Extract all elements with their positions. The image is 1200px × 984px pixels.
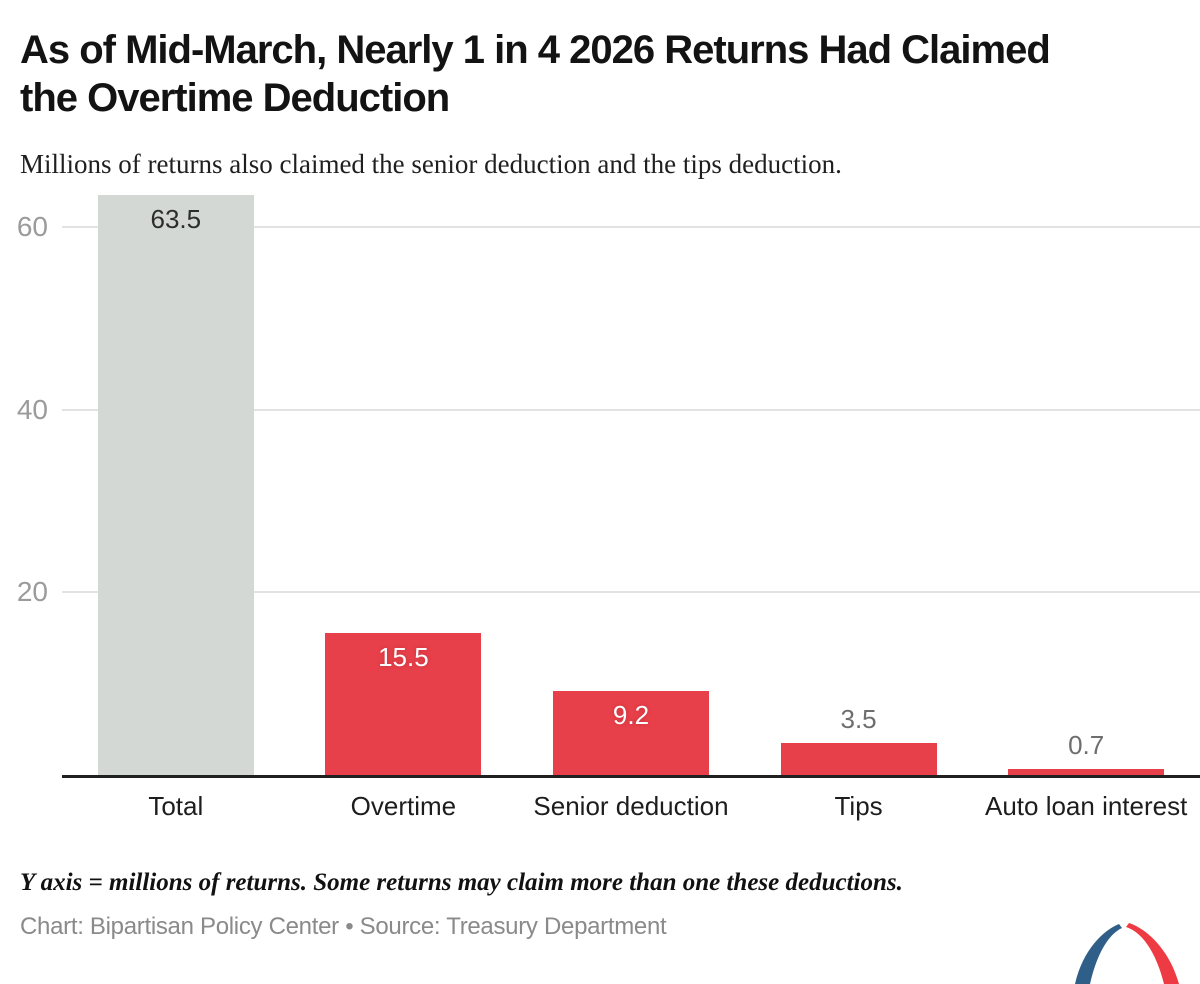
plot-area: 20 40 60 63.5 15.5 9.2 3.5 0.7: [17, 194, 1200, 778]
bar-chart: 20 40 60 63.5 15.5 9.2 3.5 0.7 Total Overtime Se…: [0, 194, 1200, 822]
x-axis-category-label: Senior deduction: [533, 791, 729, 821]
bar-slot: 9.2: [517, 197, 745, 775]
logo-left-arch: [1075, 924, 1122, 984]
bar-slot: 63.5: [62, 194, 290, 775]
gridline: 40: [17, 394, 1200, 425]
bipartisan-policy-center-logo-icon: [1075, 923, 1179, 984]
bar-auto-loan-interest: 0.7: [1008, 730, 1165, 775]
chart-title: As of Mid-March, Nearly 1 in 4 2026 Retu…: [20, 28, 1051, 120]
category-labels: Total Overtime Senior deduction Tips Auto lo…: [62, 778, 1200, 822]
y-axis-tick-label: 60: [16, 210, 48, 242]
bar-value-label: 3.5: [840, 704, 877, 735]
chart-page: As of Mid-March, Nearly 1 in 4 2026 Retu…: [0, 26, 1200, 984]
bar-senior-deduction: 9.2: [552, 690, 709, 775]
x-axis-category-label: Tips: [834, 791, 883, 821]
gridline: 60: [17, 211, 1200, 242]
chart-footnote: Y axis = millions of returns. Some retur…: [20, 869, 903, 896]
bar-value-label: 0.7: [1068, 729, 1105, 760]
bar-value-label: 9.2: [612, 699, 650, 730]
bar-value-label: 15.5: [378, 642, 429, 673]
y-axis-tick-label: 40: [16, 393, 48, 425]
x-axis-category-label: Auto loan interest: [984, 791, 1188, 821]
bar-tips: 3.5: [780, 704, 937, 775]
bar-slot: 3.5: [745, 197, 973, 775]
bars-row: 63.5 15.5 9.2 3.5 0.7: [62, 194, 1200, 775]
chart-subtitle: Millions of returns also claimed the sen…: [20, 149, 842, 179]
logo-right-arch: [1126, 923, 1179, 984]
chart-credit: Chart: Bipartisan Policy Center • Source…: [20, 913, 667, 940]
bar-slot: 15.5: [290, 197, 518, 775]
bar-slot: 0.7: [972, 197, 1200, 775]
y-axis-tick-label: 20: [16, 576, 48, 608]
x-axis-category-label: Total: [148, 791, 204, 821]
x-axis-category-label: Overtime: [350, 791, 457, 821]
bar-value-label: 63.5: [150, 203, 202, 234]
gridline: 20: [17, 576, 1200, 607]
bar-overtime: 15.5: [325, 633, 482, 775]
bar-total: 63.5: [97, 194, 254, 775]
